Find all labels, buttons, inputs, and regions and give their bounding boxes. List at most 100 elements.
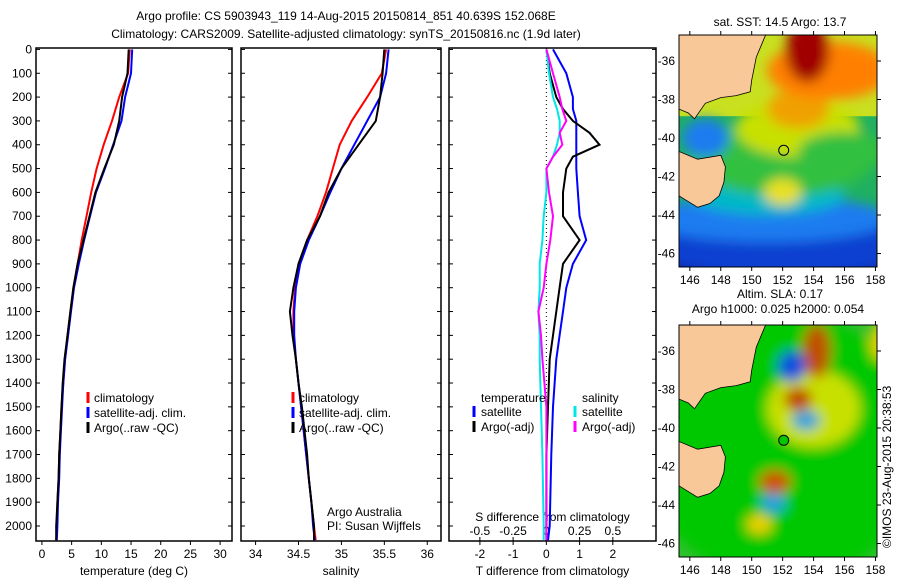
lon-tick-label: 146 [680, 273, 700, 287]
legend-label: Argo(-adj) [481, 420, 534, 434]
field-blob [747, 514, 772, 534]
land-mainland [679, 325, 767, 410]
map-anomaly-field [679, 35, 877, 267]
x-tick-label: 10 [95, 547, 109, 561]
x-tick-label: 2 [609, 547, 616, 561]
legend-label: satellite [481, 405, 522, 419]
lon-tick-label: 148 [711, 563, 731, 577]
lon-tick-label: 148 [711, 273, 731, 287]
lat-tick-label: -46 [658, 247, 676, 261]
x-tick-label: 0 [543, 547, 550, 561]
lat-tick-label: -38 [658, 382, 676, 396]
lon-tick-label: 156 [835, 273, 855, 287]
lon-tick-label: 150 [742, 563, 762, 577]
x-tick-label: -2 [475, 547, 486, 561]
lat-tick-label: -42 [658, 460, 676, 474]
y-tick-label: 1600 [5, 424, 32, 438]
series-line-s-argo-adj- [537, 49, 568, 541]
y-tick-label: 1700 [5, 448, 32, 462]
s-tick-label: -0.5 [470, 524, 491, 538]
series-line-argo-raw-qc- [288, 49, 386, 541]
y-tick-label: 1500 [5, 400, 32, 414]
y-tick-label: 600 [12, 185, 32, 199]
x-tick-label: 34.5 [287, 547, 311, 561]
legend-label: Argo(-adj) [582, 420, 635, 434]
lon-tick-label: 150 [742, 273, 762, 287]
x-tick-label: 36 [421, 547, 435, 561]
lon-tick-label: 158 [865, 563, 885, 577]
y-tick-label: 800 [12, 233, 32, 247]
land-mainland [679, 35, 767, 120]
field-blob [759, 470, 791, 494]
x-tick-label: -1 [508, 547, 519, 561]
legend-label: climatology [94, 391, 154, 405]
field-blob [760, 493, 786, 513]
y-tick-label: 500 [12, 162, 32, 176]
field-blob [784, 387, 813, 411]
y-tick-label: 300 [12, 114, 32, 128]
lon-tick-label: 152 [773, 273, 793, 287]
x-tick-label: 1 [576, 547, 583, 561]
lon-tick-label: 158 [865, 273, 885, 287]
legend-title-salinity: salinity [582, 391, 619, 405]
lat-tick-label: -46 [658, 537, 676, 551]
land-tasmania [679, 441, 726, 498]
legend-label: Argo(..raw -QC) [299, 421, 384, 435]
field-blob [870, 325, 877, 360]
field-blob [791, 410, 820, 430]
legend-label: satellite [582, 405, 623, 419]
s-tick-label: 0.5 [605, 524, 622, 538]
x-tick-label: 15 [124, 547, 138, 561]
panel-temperature: 0100200300400500600700800900100011001200… [5, 42, 233, 578]
x-axis-label: T difference from climatology [476, 564, 630, 578]
legend-label: climatology [299, 391, 359, 405]
field-blob [785, 35, 830, 83]
series-line-s-satellite [537, 49, 561, 541]
y-tick-label: 900 [12, 257, 32, 271]
y-tick-label: 700 [12, 209, 32, 223]
y-tick-label: 200 [12, 90, 32, 104]
panel-salinity: 34 34.5 35 35.5 36 salinity climatologysatelli… [240, 47, 442, 578]
field-blob [798, 132, 877, 171]
map-sst: 146 148 150 152 154 156 158 -36 -38 -40 -42 -44 -46 s… [658, 15, 886, 287]
land-tasmania [679, 151, 726, 208]
series-line-t-satellite [547, 48, 588, 541]
x-tick-label: 30 [213, 547, 227, 561]
x-axis-label: salinity [323, 564, 360, 578]
y-tick-label: 1100 [6, 305, 32, 319]
field-blob [764, 178, 802, 206]
y-tick-label: 1900 [5, 495, 32, 509]
field-blob [802, 325, 831, 379]
y-tick-label: 2000 [5, 519, 32, 533]
s-tick-label: 0.25 [568, 524, 592, 538]
map-title: sat. SST: 14.5 Argo: 13.7 [714, 15, 847, 29]
y-tick-label: 1400 [5, 376, 32, 390]
s-axis-label: S difference from climatology [475, 510, 630, 524]
lon-tick-label: 154 [804, 273, 824, 287]
figure-title-line1: Argo profile: CS 5903943_119 14-Aug-2015… [136, 9, 555, 23]
field-blob [767, 89, 830, 129]
y-tick-label: 1800 [5, 471, 32, 485]
panel-difference: -2 -1 0 1 2 T difference from climatology -0.5… [448, 47, 657, 578]
map-subtitle: Argo h1000: 0.025 h2000: 0.054 [692, 302, 864, 316]
lon-tick-label: 154 [804, 563, 824, 577]
x-tick-label: 0 [39, 547, 46, 561]
argo-position-marker [778, 434, 790, 446]
x-tick-label: 35 [335, 547, 349, 561]
annotation-text: PI: Susan Wijffels [327, 519, 421, 533]
lon-tick-label: 156 [835, 563, 855, 577]
y-tick-label: 100 [12, 66, 32, 80]
s-tick-label: -0.25 [499, 524, 527, 538]
map-frame [678, 34, 878, 268]
lon-tick-label: 146 [680, 563, 700, 577]
y-tick-label: 0 [25, 42, 32, 56]
x-axis-label: temperature (deg C) [80, 564, 188, 578]
field-blob [682, 118, 729, 158]
map-title: Altim. SLA: 0.17 [737, 287, 823, 301]
field-blob [767, 370, 861, 448]
lat-tick-label: -44 [658, 208, 676, 222]
x-tick-label: 5 [68, 547, 75, 561]
y-tick-label: 1300 [5, 352, 32, 366]
lat-tick-label: -44 [658, 498, 676, 512]
